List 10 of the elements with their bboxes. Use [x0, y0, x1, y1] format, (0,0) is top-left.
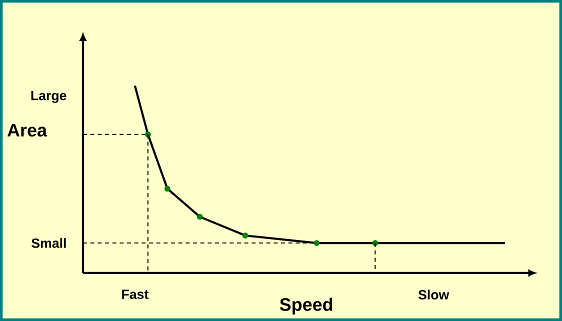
point — [314, 240, 320, 246]
y-axis-title: Area — [7, 124, 48, 137]
point — [196, 214, 203, 220]
point — [164, 186, 170, 192]
x-tick-label: Slow — [418, 290, 450, 300]
text: Small — [32, 238, 66, 248]
point — [242, 232, 248, 238]
x-axis-title: Speed — [280, 298, 332, 314]
x-tick-label: Fast — [122, 290, 148, 299]
text: Large — [31, 90, 66, 103]
